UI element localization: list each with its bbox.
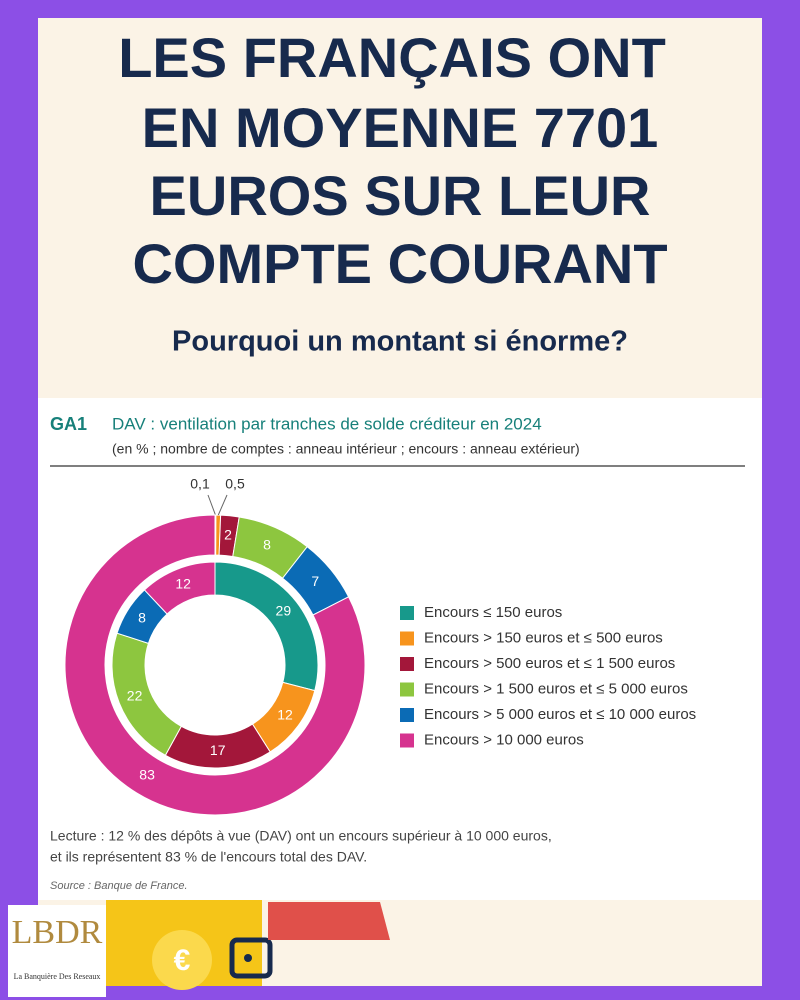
chart-panel: [38, 398, 762, 900]
logo-name: La Banquière Des Reseaux: [14, 972, 101, 981]
legend-label: Encours > 150 euros et ≤ 500 euros: [424, 629, 663, 646]
title-line: LES FRANÇAIS ONT: [118, 26, 666, 89]
data-label: 12: [175, 575, 191, 591]
note: et ils représentent 83 % de l'encours to…: [50, 849, 367, 865]
data-label: 83: [139, 767, 155, 783]
donut-segment: [143, 561, 216, 615]
legend-swatch: [400, 682, 414, 697]
legend-swatch: [400, 708, 414, 722]
title-line: EUROS SUR LEUR: [150, 164, 651, 227]
data-label: 8: [138, 609, 146, 625]
note: Lecture : 12 % des dépôts à vue (DAV) on…: [50, 828, 552, 844]
chart-title: DAV : ventilation par tranches de solde …: [112, 414, 542, 433]
chart-label: GA1: [50, 414, 87, 434]
wallet-clasp: [244, 954, 252, 962]
legend-label: Encours > 10 000 euros: [424, 731, 584, 748]
leader-line: [207, 494, 216, 516]
source: Source : Banque de France.: [50, 880, 188, 892]
legend-swatch: [400, 631, 414, 646]
data-label: 0,1: [190, 476, 210, 492]
leader-line: [217, 494, 228, 516]
subtitle: Pourquoi un montant si énorme?: [172, 326, 628, 358]
data-label: 12: [277, 707, 293, 723]
logo-box: [8, 905, 106, 997]
logo-monogram: LBDR: [12, 914, 103, 951]
legend-label: Encours > 5 000 euros et ≤ 10 000 euros: [424, 706, 696, 723]
header-panel: [38, 18, 762, 398]
data-label: 0,5: [225, 476, 245, 492]
data-label: 7: [311, 573, 319, 589]
legend-label: Encours ≤ 150 euros: [424, 604, 562, 621]
data-label: 22: [127, 688, 143, 704]
data-label: 17: [210, 742, 226, 758]
data-label: 8: [263, 537, 271, 553]
wallet-icon: [229, 937, 273, 979]
legend-swatch: [400, 733, 414, 748]
title-line: COMPTE COURANT: [132, 232, 667, 295]
data-label: 29: [276, 603, 292, 619]
data-label: 2: [224, 526, 232, 542]
legend-label: Encours > 1 500 euros et ≤ 5 000 euros: [424, 680, 688, 697]
coin-symbol: €: [174, 944, 191, 977]
card: [268, 902, 390, 940]
coin: [152, 930, 212, 990]
donut-segment: [64, 514, 366, 816]
legend-swatch: [400, 657, 414, 671]
donut-chart: 29 12 17 22 8 12 0,1 0,5 2 8 7 83 Encours ≤ 150 euro…: [64, 476, 696, 816]
legend-swatch: [400, 606, 414, 620]
legend-label: Encours > 500 euros et ≤ 1 500 euros: [424, 655, 675, 672]
title-line: EN MOYENNE 7701: [142, 96, 659, 159]
chart-subtitle: (en % ; nombre de comptes : anneau intér…: [112, 441, 580, 457]
